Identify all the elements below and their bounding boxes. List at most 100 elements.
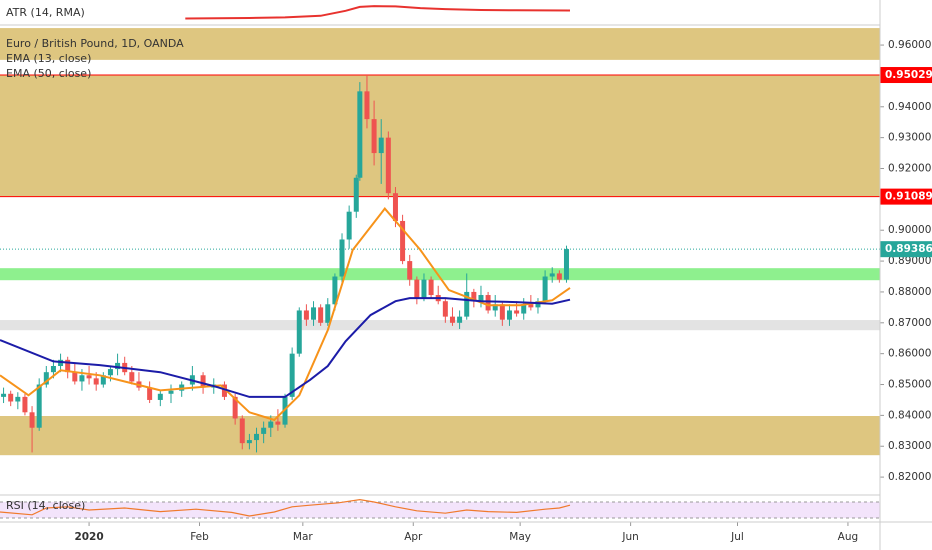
candle-body: [464, 291, 470, 317]
y-tick-label: 0.83000: [888, 440, 931, 452]
x-tick-label: 2020: [74, 531, 103, 543]
candle-body: [36, 384, 42, 428]
zone: [0, 28, 880, 60]
candle-body: [268, 421, 274, 428]
candle-body: [72, 372, 78, 382]
x-tick-label: Feb: [190, 531, 209, 543]
y-tick-label: 0.93000: [888, 132, 931, 144]
candle-body: [129, 372, 135, 382]
candle-body: [303, 310, 309, 320]
x-tick-label: May: [509, 531, 531, 543]
candle-body: [478, 295, 484, 302]
candle-body: [549, 273, 555, 277]
candle-body: [542, 276, 548, 302]
candle-body: [499, 304, 505, 320]
candle-body: [275, 421, 281, 425]
y-tick-label: 0.82000: [888, 471, 931, 483]
candle-body: [357, 91, 363, 178]
candle-body: [449, 316, 455, 323]
legend-entry: EMA (13, close): [6, 52, 91, 65]
y-tick-label: 0.96000: [888, 39, 931, 51]
chart-title: Euro / British Pound, 1D, OANDA: [6, 37, 184, 50]
candle-body: [239, 418, 245, 444]
candle-body: [471, 291, 477, 302]
candle-body: [325, 304, 331, 323]
x-tick-label: Jun: [621, 531, 638, 543]
y-tick-label: 0.90000: [888, 224, 931, 236]
x-tick-label: Mar: [293, 531, 313, 543]
candle-body: [535, 301, 541, 308]
zone: [0, 74, 880, 197]
zone: [0, 320, 880, 331]
candle-body: [485, 295, 491, 311]
candle-body: [506, 310, 512, 320]
candle-body: [289, 353, 295, 397]
candle-body: [179, 384, 185, 391]
candle-body: [221, 384, 227, 397]
price-label-box: [880, 241, 932, 258]
candle-body: [353, 177, 359, 212]
ema-line: [0, 297, 571, 398]
price-label-box: [880, 67, 932, 84]
candle-body: [29, 412, 35, 428]
x-tick-label: Aug: [838, 531, 859, 543]
candle-body: [200, 375, 206, 388]
y-tick-label: 0.88000: [888, 286, 931, 298]
zone: [0, 415, 880, 456]
candle-body: [556, 273, 562, 280]
ema-line: [0, 207, 571, 422]
candle-body: [43, 372, 49, 385]
candle-body: [528, 304, 534, 308]
candle-body: [232, 396, 238, 419]
price-label-box: [880, 188, 932, 205]
candle-body: [392, 193, 398, 221]
candle-body: [65, 359, 71, 373]
zone: [0, 268, 880, 281]
candle-body: [332, 276, 338, 305]
candle-body: [442, 301, 448, 317]
candle-body: [93, 378, 99, 385]
legend-entry: EMA (50, close): [6, 67, 91, 80]
candle-body: [15, 396, 21, 402]
y-tick-label: 0.85000: [888, 379, 931, 391]
candle-body: [563, 249, 569, 280]
candle-body: [311, 307, 317, 320]
candle-body: [414, 279, 420, 299]
candle-body: [428, 279, 434, 296]
candle-body: [157, 393, 163, 400]
candle-body: [385, 137, 391, 194]
plot-layer: 0.960000.950000.940000.930000.920000.910…: [0, 5, 932, 543]
candle-body: [1, 393, 7, 397]
x-tick-label: Apr: [404, 531, 423, 543]
price-label: 0.89386: [885, 243, 932, 255]
candle-body: [407, 261, 413, 280]
candle-body: [115, 362, 121, 370]
y-tick-label: 0.86000: [888, 348, 931, 360]
rsi-band: [0, 502, 880, 518]
indicator-line: [0, 498, 571, 517]
candle-body: [457, 316, 463, 323]
y-tick-label: 0.84000: [888, 409, 931, 421]
candle-body: [296, 310, 302, 354]
candle-body: [79, 375, 85, 382]
candle-body: [107, 369, 113, 376]
candle-body: [22, 396, 28, 413]
candle-body: [371, 119, 377, 154]
candle-body: [86, 375, 92, 379]
candle-body: [514, 310, 520, 314]
candle-body: [421, 279, 427, 299]
candle-body: [168, 390, 174, 394]
candle-body: [378, 137, 384, 154]
candle-body: [246, 440, 252, 444]
candle-body: [261, 427, 267, 434]
y-tick-label: 0.87000: [888, 317, 931, 329]
candle-body: [100, 375, 106, 385]
indicator-line: [185, 5, 571, 20]
rsi-legend: RSI (14, close): [6, 499, 85, 512]
candle-body: [147, 387, 153, 400]
x-tick-label: Jul: [730, 531, 744, 543]
candle-body: [254, 433, 260, 441]
candle-body: [521, 304, 527, 314]
candle-body: [50, 366, 56, 373]
